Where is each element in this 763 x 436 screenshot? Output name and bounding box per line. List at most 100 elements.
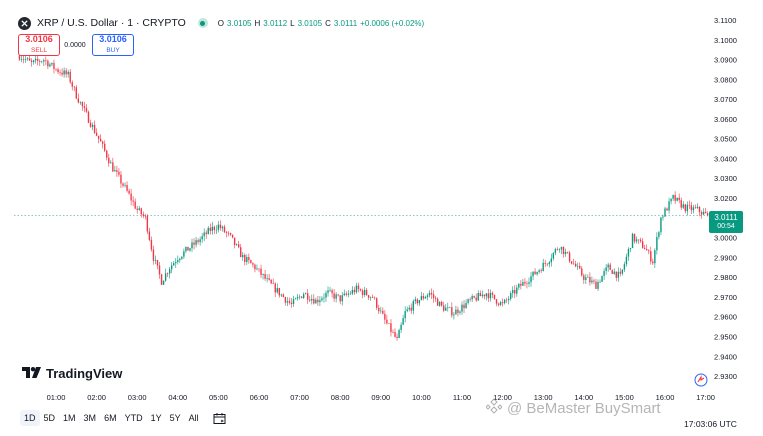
candle-body (79, 102, 82, 103)
candle-body (87, 111, 90, 123)
timeframe-ytd[interactable]: YTD (124, 413, 143, 423)
candle-body (583, 275, 585, 280)
calendar-icon[interactable] (213, 411, 227, 425)
timeframe-1m[interactable]: 1M (63, 413, 76, 423)
candle-body (187, 246, 189, 251)
candle-body (520, 283, 522, 286)
candle-body (473, 296, 475, 298)
candle-body (704, 211, 707, 214)
candle-body (30, 60, 33, 63)
candle-body (26, 58, 29, 60)
timeframe-5y[interactable]: 5Y (169, 413, 181, 423)
time-axis[interactable]: 01:00 02:00 03:00 04:00 05:00 06:00 07:00 08:00… (47, 393, 715, 402)
candle-body (333, 293, 335, 299)
candle-body (240, 247, 242, 258)
price-tick-label: 3.1100 (714, 16, 736, 25)
candle-body (101, 141, 104, 144)
candle-body (197, 240, 199, 243)
candle-body (83, 106, 86, 108)
candle-body (487, 293, 490, 299)
candle-body (130, 193, 132, 201)
sell-button[interactable]: 3.0106 SELL (18, 34, 60, 56)
candle-body (386, 319, 388, 324)
close-value: 3.0111 (333, 18, 358, 28)
candle-body (702, 211, 705, 215)
buy-button[interactable]: 3.0106 BUY (92, 34, 134, 56)
candle-body (475, 297, 477, 301)
candle-body (193, 242, 195, 245)
candle-body (526, 283, 528, 285)
candle-body (542, 262, 544, 272)
candle-body (514, 289, 516, 294)
timeframe-3m[interactable]: 3M (83, 413, 97, 423)
timeframe-5d[interactable]: 5D (43, 413, 56, 423)
price-axis[interactable]: 3.1100 3.1000 3.0900 3.0800 3.0700 3.0600 3.05… (714, 16, 737, 381)
price-tick-label: 2.9600 (714, 313, 737, 322)
open-value: 3.0105 (227, 18, 252, 28)
open-label: O (217, 18, 225, 28)
timeframe-1y[interactable]: 1Y (150, 413, 162, 423)
symbol-title[interactable]: XRP / U.S. Dollar · 1 · CRYPTO (37, 17, 186, 29)
candle-body (522, 282, 524, 286)
candle-body (676, 197, 678, 201)
candle-body (59, 72, 61, 73)
candle-body (154, 260, 157, 261)
candle-body (434, 297, 437, 299)
candle-body (477, 293, 479, 301)
candle-body (568, 252, 571, 262)
candle-body (700, 212, 703, 215)
candle-body (286, 301, 289, 303)
candle-body (432, 294, 435, 298)
tradingview-logo[interactable]: TradingView (22, 366, 122, 381)
candle-body (140, 208, 142, 215)
candle-body (168, 269, 171, 274)
candle-body (611, 269, 613, 274)
price-tick-label: 3.0300 (714, 174, 737, 183)
candle-body (538, 270, 540, 272)
candle-body (311, 299, 313, 301)
candle-body (467, 299, 469, 303)
candle-body (499, 302, 502, 305)
candle-body (18, 55, 21, 60)
candle-body (331, 290, 333, 294)
xrp-logo-icon (18, 16, 31, 30)
candle-body (150, 239, 153, 250)
time-tick-label: 11:00 (453, 393, 471, 402)
chart-settings-icon[interactable] (694, 373, 708, 387)
candle-body (238, 244, 240, 248)
candle-body (183, 251, 185, 257)
candle-body (605, 267, 607, 272)
candle-body (290, 302, 293, 304)
ohlc-readout: O 3.0105 H 3.0112 L 3.0105 C 3.0111 +0.0006 … (218, 19, 424, 28)
price-tick-label: 3.1000 (714, 36, 737, 45)
timeframe-1d[interactable]: 1D (20, 410, 40, 426)
candle-body (203, 232, 205, 237)
price-tick-label: 3.0400 (714, 154, 737, 163)
watermark-text: @ BeMaster BuySmart (507, 399, 661, 417)
candle-body (394, 332, 396, 337)
time-tick-label: 09:00 (371, 393, 390, 402)
time-tick-label: 07:00 (290, 393, 309, 402)
candle-body (276, 288, 278, 293)
timeframe-6m[interactable]: 6M (104, 413, 117, 423)
candle-body (570, 261, 573, 264)
candle-body (607, 264, 609, 268)
candle-body (317, 299, 319, 303)
candle-body (503, 299, 506, 304)
candle-body (644, 248, 646, 250)
candle-body (45, 60, 47, 61)
candle-body (152, 249, 155, 261)
candle-body (313, 299, 315, 304)
utc-clock[interactable]: 17:03:06 UTC (684, 419, 737, 429)
candle-body (160, 274, 163, 285)
candle-body (63, 70, 65, 75)
candle-body (418, 300, 421, 304)
candle-body (524, 282, 526, 284)
candle-body (664, 208, 666, 217)
candle-body (579, 265, 581, 269)
candle-body (461, 304, 463, 312)
candle-body (621, 269, 624, 274)
timeframe-all[interactable]: All (188, 413, 199, 423)
candle-body (233, 237, 236, 245)
